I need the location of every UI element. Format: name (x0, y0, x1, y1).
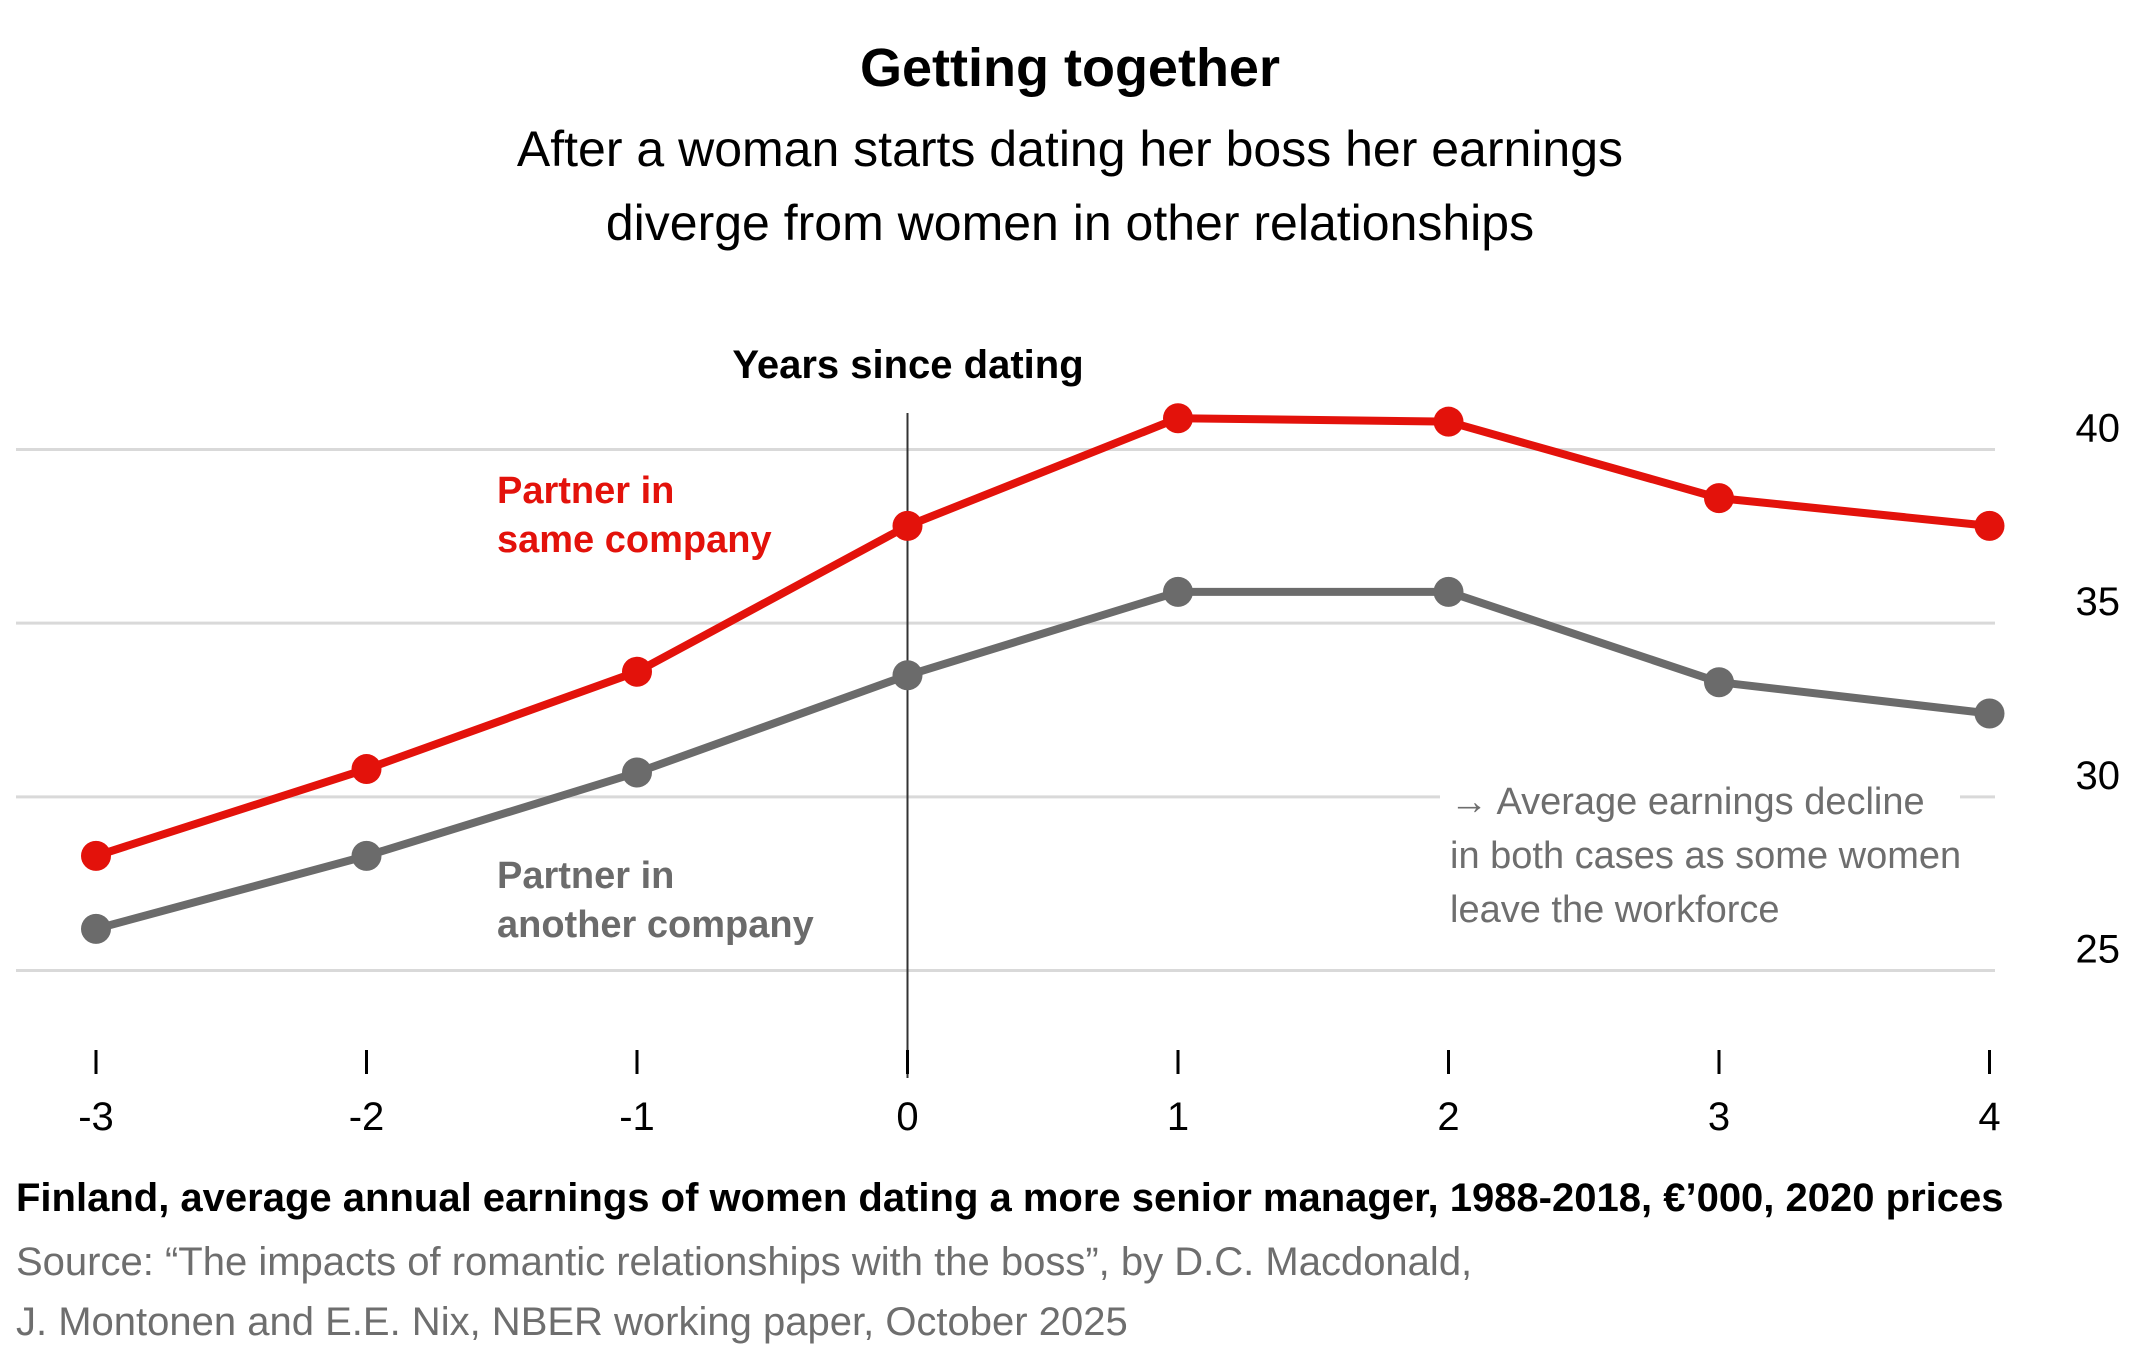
chart-title: Getting together (860, 38, 1280, 98)
x-tick-label: -2 (349, 1095, 385, 1139)
data-point (351, 840, 382, 871)
data-point (1704, 667, 1734, 698)
series-group (81, 403, 2005, 944)
data-point (1433, 406, 1464, 437)
annotation-line: → Average earnings decline (1450, 781, 1925, 823)
annotation-line: in both cases as some women (1450, 835, 1961, 877)
y-tick-label: 25 (2076, 928, 2121, 972)
data-point (1974, 510, 2005, 541)
x-axis-title: Years since dating (732, 343, 1083, 387)
annotation-background (1440, 775, 1960, 937)
data-point (351, 754, 382, 785)
subtitle-line: diverge from women in other relationship… (605, 195, 1535, 251)
data-point (81, 840, 111, 871)
series-label-line: same company (497, 519, 772, 561)
x-tick-label: 4 (1978, 1095, 2000, 1139)
series-label-line: Partner in (497, 470, 674, 512)
series-label-line: another company (497, 904, 814, 946)
y-tick-label: 40 (2076, 406, 2121, 450)
chart-source: Source: “The impacts of romantic relatio… (16, 1232, 1472, 1352)
source-line: J. Montonen and E.E. Nix, NBER working p… (16, 1300, 1128, 1344)
x-tick-label: -3 (78, 1095, 114, 1139)
chart-subtitle: After a woman starts dating her boss her… (370, 112, 1770, 260)
y-axis: 25 30 35 40 (2076, 406, 2121, 971)
x-tick-label: -1 (619, 1095, 655, 1139)
data-point (1163, 403, 1193, 434)
annotation-line: leave the workforce (1450, 889, 1780, 931)
series-line (92, 587, 1994, 933)
annotation-group: Years since dating Partner in same compa… (497, 343, 1972, 946)
chart-footnote: Finland, average annual earnings of wome… (16, 1176, 2004, 1220)
data-point (622, 656, 652, 687)
series-label-line: Partner in (497, 855, 674, 897)
annotation-text: → Average earnings decline in both cases… (1450, 781, 1972, 931)
y-tick-label: 35 (2076, 580, 2121, 624)
data-point (892, 660, 923, 691)
series-label-other-company: Partner in another company (497, 855, 814, 946)
data-point (892, 510, 923, 541)
data-point (622, 757, 652, 788)
x-tick-label: 1 (1167, 1095, 1189, 1139)
data-point (1163, 576, 1193, 607)
subtitle-line: After a woman starts dating her boss her… (516, 121, 1624, 177)
data-point (1704, 483, 1734, 514)
source-line: Source: “The impacts of romantic relatio… (16, 1240, 1473, 1284)
data-point (81, 913, 111, 944)
data-point (1433, 576, 1464, 607)
x-tick-label: 3 (1708, 1095, 1730, 1139)
y-tick-label: 30 (2076, 754, 2121, 798)
x-tick-label: 2 (1437, 1095, 1459, 1139)
gridlines (16, 447, 1995, 973)
x-tick-label: 0 (896, 1095, 918, 1139)
x-axis: -3 -2 -1 0 1 2 3 4 (78, 1050, 2001, 1139)
series-line (92, 414, 1994, 860)
data-point (1974, 698, 2005, 729)
series-label-same-company: Partner in same company (497, 470, 772, 561)
